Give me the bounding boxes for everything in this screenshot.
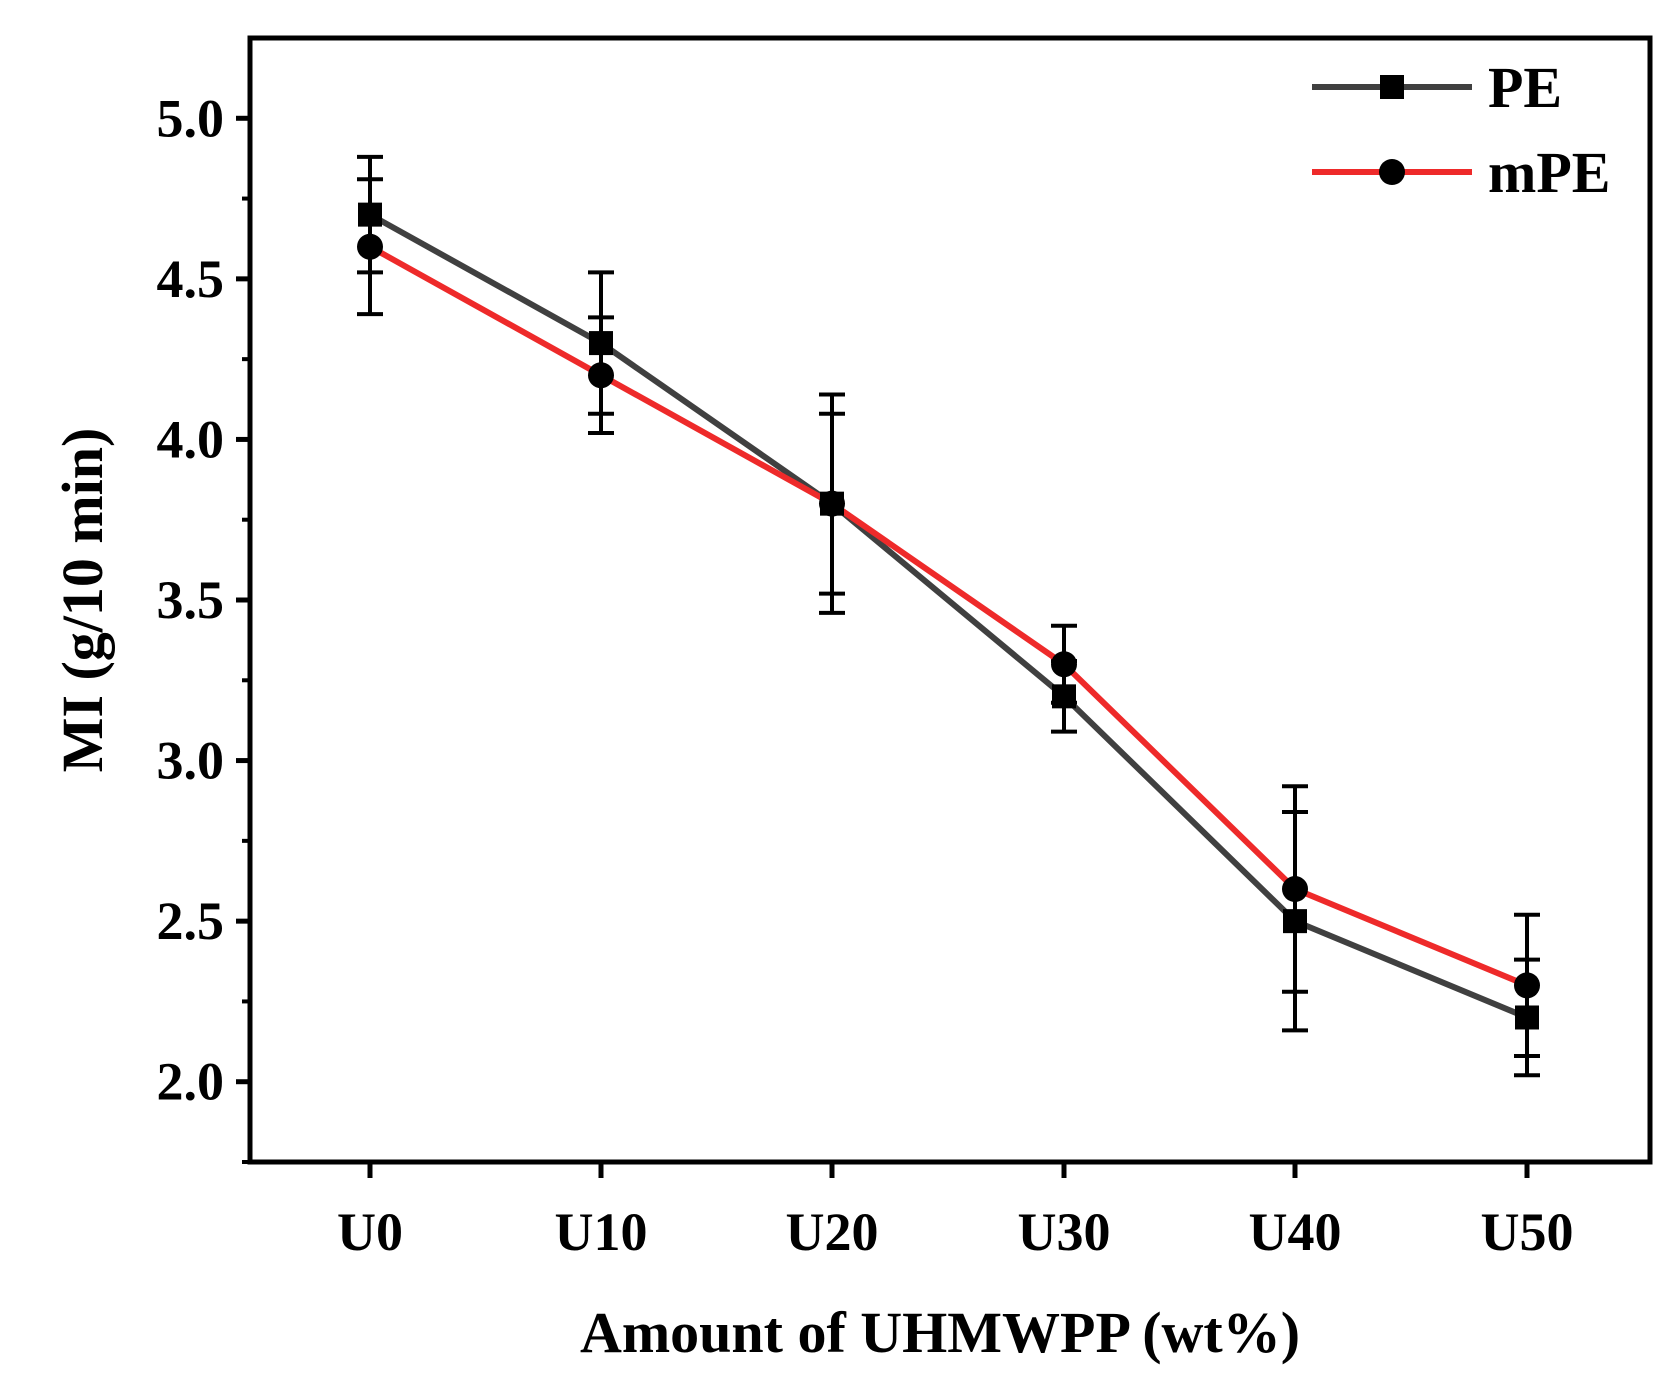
legend: PE mPE [1312, 55, 1610, 205]
x-axis-title: Amount of UHMWPP (wt%) [580, 1300, 1300, 1365]
data-point-mPE [819, 490, 845, 517]
legend-label-PE: PE [1488, 55, 1562, 120]
series-line-mPE [368, 244, 1529, 989]
y-tick-label: 2.5 [157, 891, 225, 951]
legend-marker-PE [1380, 75, 1404, 99]
data-point-mPE [357, 233, 383, 260]
data-point-mPE [1282, 876, 1308, 903]
data-point-mPE [1514, 972, 1540, 999]
y-tick-label: 4.0 [157, 409, 225, 469]
series-line-PE [368, 212, 1529, 1021]
y-axis: 2.0 2.5 3.0 3.5 4.0 4.5 5.0 [157, 88, 250, 1164]
data-point-mPE [588, 362, 614, 389]
x-tick-label: U40 [1249, 1202, 1342, 1262]
data-point-mPE [1051, 651, 1077, 678]
y-tick-label: 5.0 [157, 88, 225, 148]
series-lines [368, 212, 1529, 1021]
series-markers [357, 202, 1540, 1030]
data-point-PE [358, 202, 382, 227]
x-axis: U0 U10 U20 U30 U40 U50 [337, 1162, 1574, 1262]
x-tick-label: U20 [786, 1202, 879, 1262]
x-tick-label: U10 [555, 1202, 648, 1262]
legend-marker-mPE [1379, 159, 1405, 185]
x-tick-label: U50 [1481, 1202, 1574, 1262]
data-point-PE [589, 331, 613, 356]
y-tick-label: 2.0 [157, 1052, 225, 1112]
y-tick-label: 3.0 [157, 731, 225, 791]
legend-label-mPE: mPE [1488, 140, 1610, 205]
y-axis-title: MI (g/10 min) [50, 428, 115, 773]
data-point-PE [1515, 1005, 1539, 1030]
data-point-PE [1052, 684, 1076, 709]
y-tick-label: 4.5 [157, 249, 225, 309]
y-tick-label: 3.5 [157, 570, 225, 630]
x-tick-label: U30 [1018, 1202, 1111, 1262]
x-tick-label: U0 [337, 1202, 403, 1262]
data-point-PE [1283, 909, 1307, 934]
